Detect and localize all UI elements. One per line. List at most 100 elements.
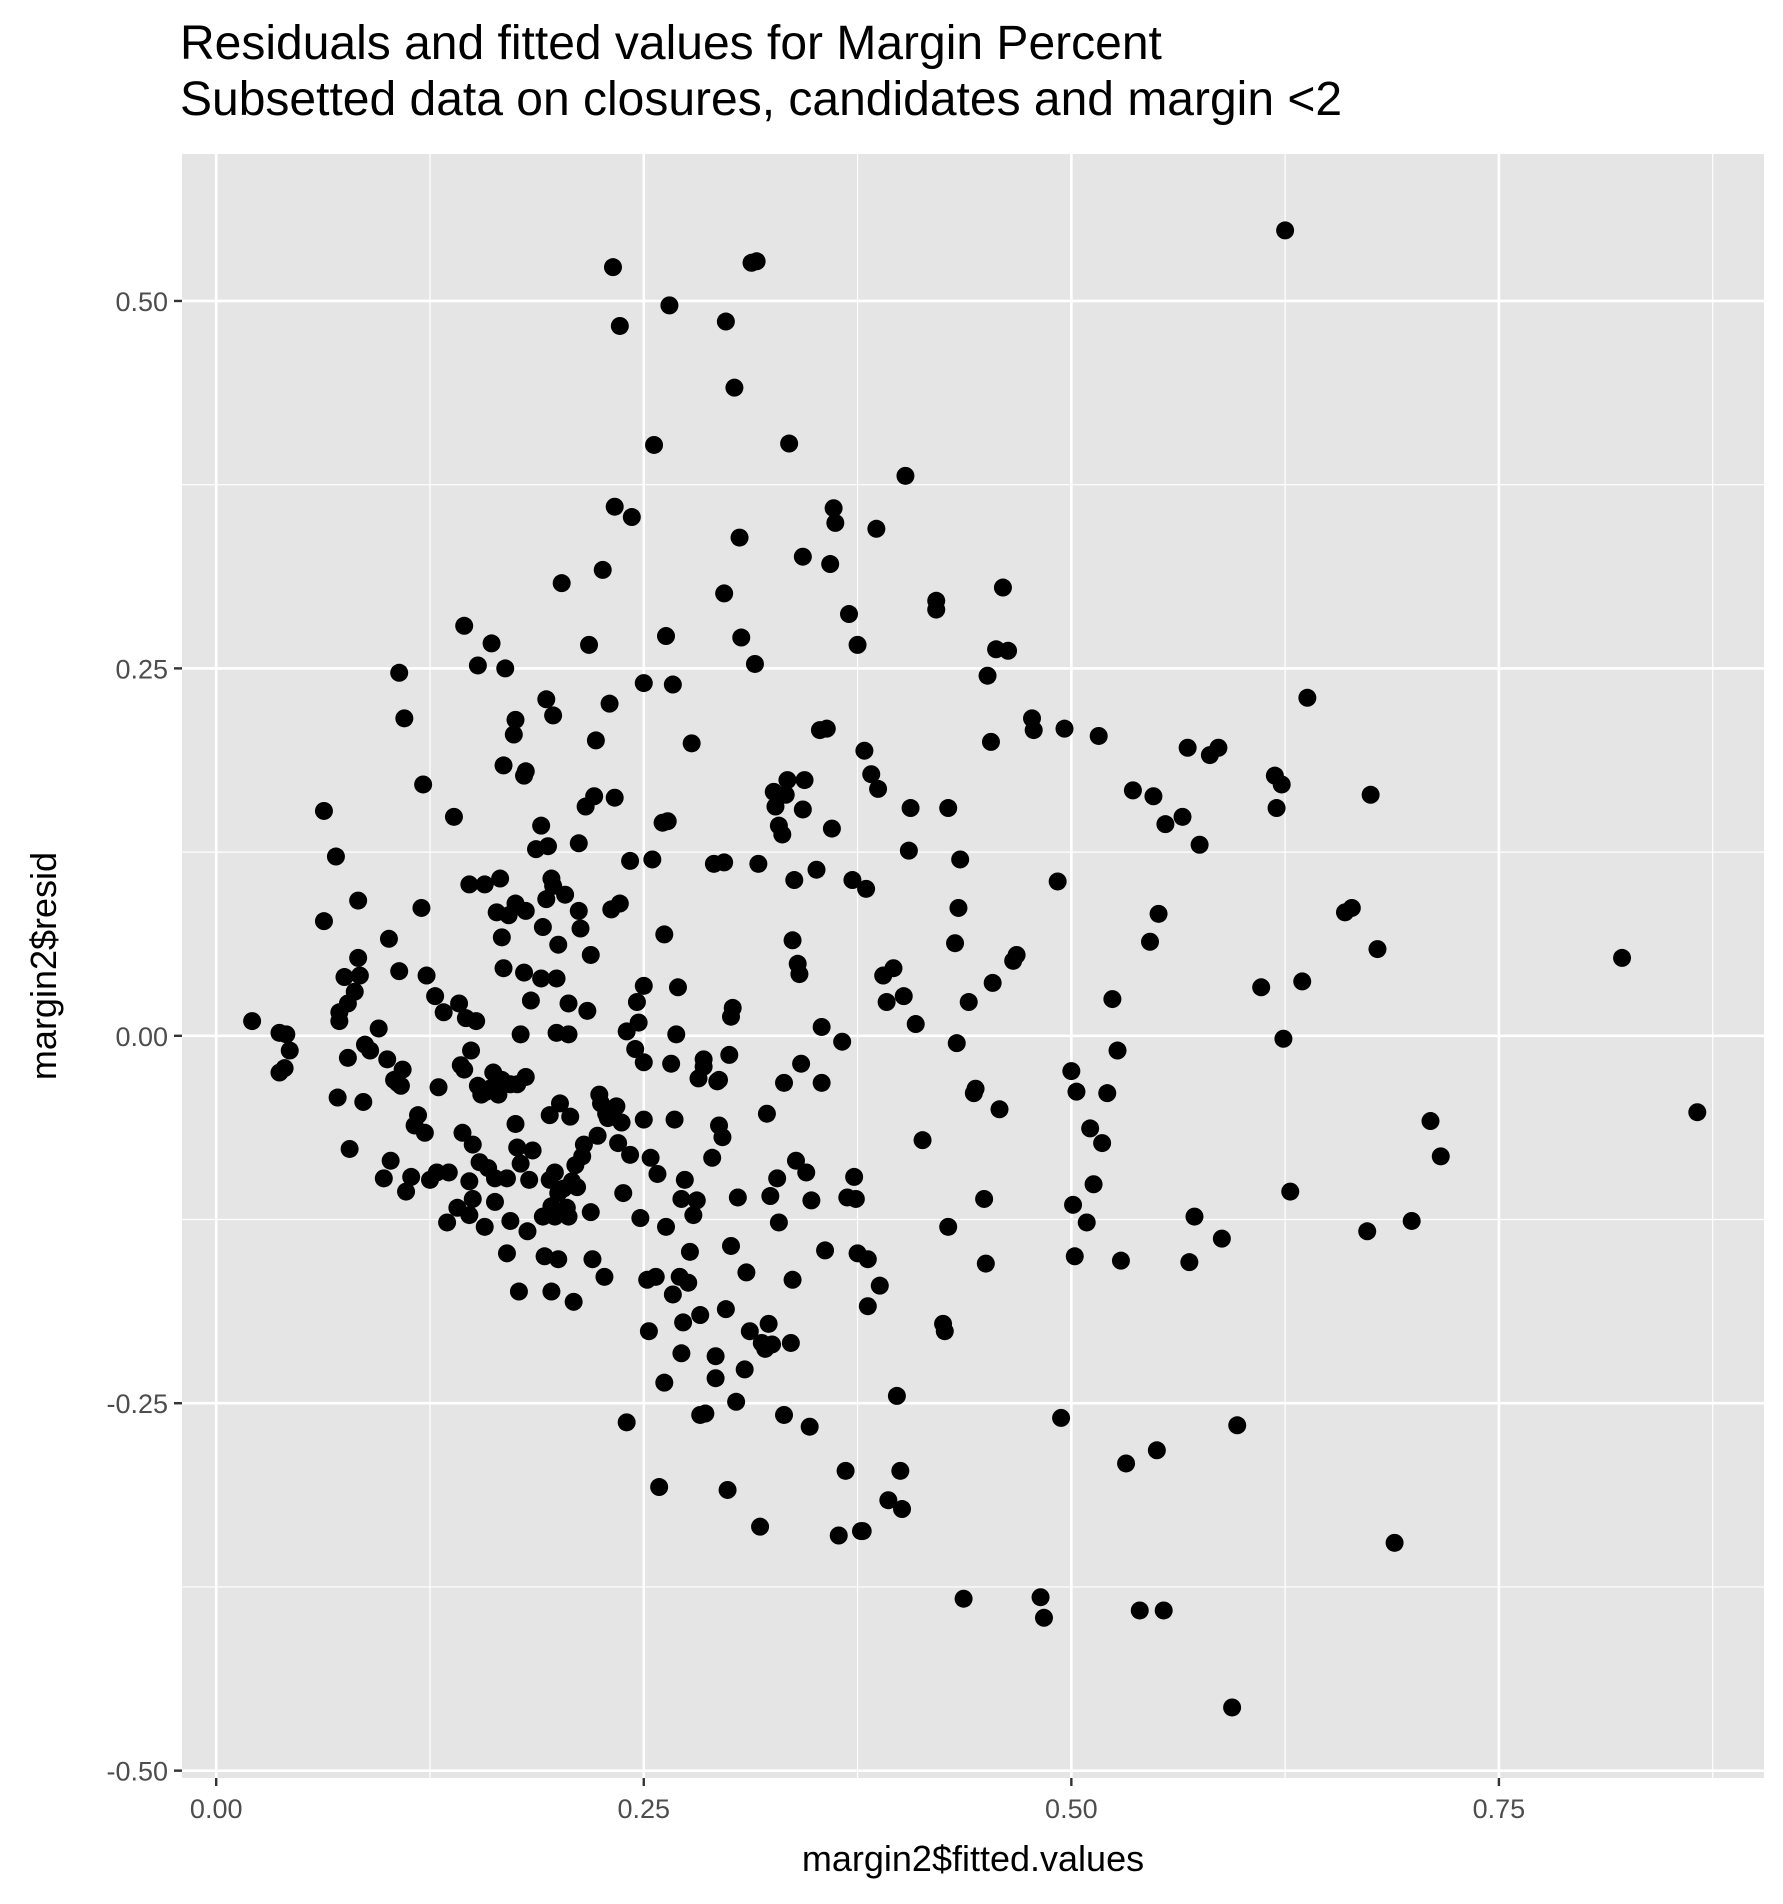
y-axis-title: margin2$resid (23, 852, 64, 1080)
data-point (1267, 799, 1286, 818)
data-point (1081, 1119, 1100, 1138)
data-point (927, 591, 946, 610)
data-point (532, 969, 551, 988)
data-point (574, 1135, 593, 1154)
data-point (947, 1034, 966, 1053)
data-point (723, 998, 742, 1017)
data-point (617, 1413, 636, 1432)
data-point (939, 799, 958, 818)
data-point (949, 898, 968, 917)
data-point (593, 560, 612, 579)
data-point (277, 1025, 296, 1044)
y-tick-label: -0.50 (106, 1757, 168, 1787)
data-point (275, 1059, 294, 1078)
data-point (328, 1088, 347, 1107)
data-point (1613, 948, 1632, 967)
x-tick-label: 0.00 (190, 1794, 243, 1824)
data-point (728, 1188, 747, 1207)
data-point (552, 574, 571, 593)
data-point (951, 850, 970, 869)
data-point (641, 1148, 660, 1167)
data-point (816, 1241, 835, 1260)
data-point (538, 837, 557, 856)
data-point (894, 987, 913, 1006)
data-point (1064, 1195, 1083, 1214)
data-point (544, 706, 563, 725)
data-point (578, 1001, 597, 1020)
data-point (822, 819, 841, 838)
data-point (455, 616, 474, 635)
data-point (896, 466, 915, 485)
data-point (395, 709, 414, 728)
data-point (397, 1182, 416, 1201)
data-point (1067, 1082, 1086, 1101)
data-point (1111, 1251, 1130, 1270)
data-point (533, 918, 552, 937)
data-point (1190, 835, 1209, 854)
data-point (580, 635, 599, 654)
data-point (549, 1250, 568, 1269)
data-point (588, 1126, 607, 1145)
data-point (869, 779, 888, 798)
data-point (751, 1517, 770, 1536)
data-point (786, 1151, 805, 1170)
data-point (354, 1092, 373, 1111)
data-point (518, 1222, 537, 1241)
x-axis-title: margin2$fitted.values (802, 1838, 1144, 1879)
data-point (836, 1461, 855, 1480)
data-point (776, 785, 795, 804)
data-point (634, 1053, 653, 1072)
data-point (663, 1285, 682, 1304)
data-point (713, 1128, 732, 1147)
data-point (795, 771, 814, 790)
data-point (879, 1491, 898, 1510)
data-point (460, 1206, 479, 1225)
data-point (556, 885, 575, 904)
data-point (1298, 688, 1317, 707)
data-point (682, 734, 701, 753)
data-point (511, 1025, 530, 1044)
data-point (1103, 990, 1122, 1009)
data-point (489, 1085, 508, 1104)
data-point (1062, 1062, 1081, 1081)
data-point (559, 994, 578, 1013)
data-point (349, 948, 368, 967)
data-point (612, 1113, 631, 1132)
data-point (793, 800, 812, 819)
data-point (768, 1169, 787, 1188)
data-point (1228, 1416, 1247, 1435)
data-point (429, 1078, 448, 1097)
data-point (521, 991, 540, 1010)
data-point (821, 555, 840, 574)
data-point (665, 1110, 684, 1129)
data-point (537, 890, 556, 909)
data-point (812, 1017, 831, 1036)
data-point (340, 1139, 359, 1158)
data-point (349, 891, 368, 910)
data-point (581, 1203, 600, 1222)
data-point (1031, 1588, 1050, 1607)
data-point (374, 1169, 393, 1188)
data-point (509, 1282, 528, 1301)
data-point (492, 928, 511, 947)
data-point (680, 1242, 699, 1261)
data-point (511, 1154, 530, 1173)
data-point (607, 1097, 626, 1116)
data-point (1147, 1441, 1166, 1460)
data-point (763, 1335, 782, 1354)
data-point (657, 627, 676, 646)
axis-ticks (174, 299, 1501, 1786)
data-point (600, 694, 619, 713)
data-point (732, 628, 751, 647)
data-point (504, 725, 523, 744)
data-point (568, 1178, 587, 1197)
data-point (550, 1094, 569, 1113)
data-point (829, 1526, 848, 1545)
data-point (629, 1013, 648, 1032)
data-point (884, 959, 903, 978)
data-point (485, 1192, 504, 1211)
data-point (520, 1170, 539, 1189)
data-point (482, 634, 501, 653)
data-point (501, 1211, 520, 1230)
data-point (999, 641, 1018, 660)
